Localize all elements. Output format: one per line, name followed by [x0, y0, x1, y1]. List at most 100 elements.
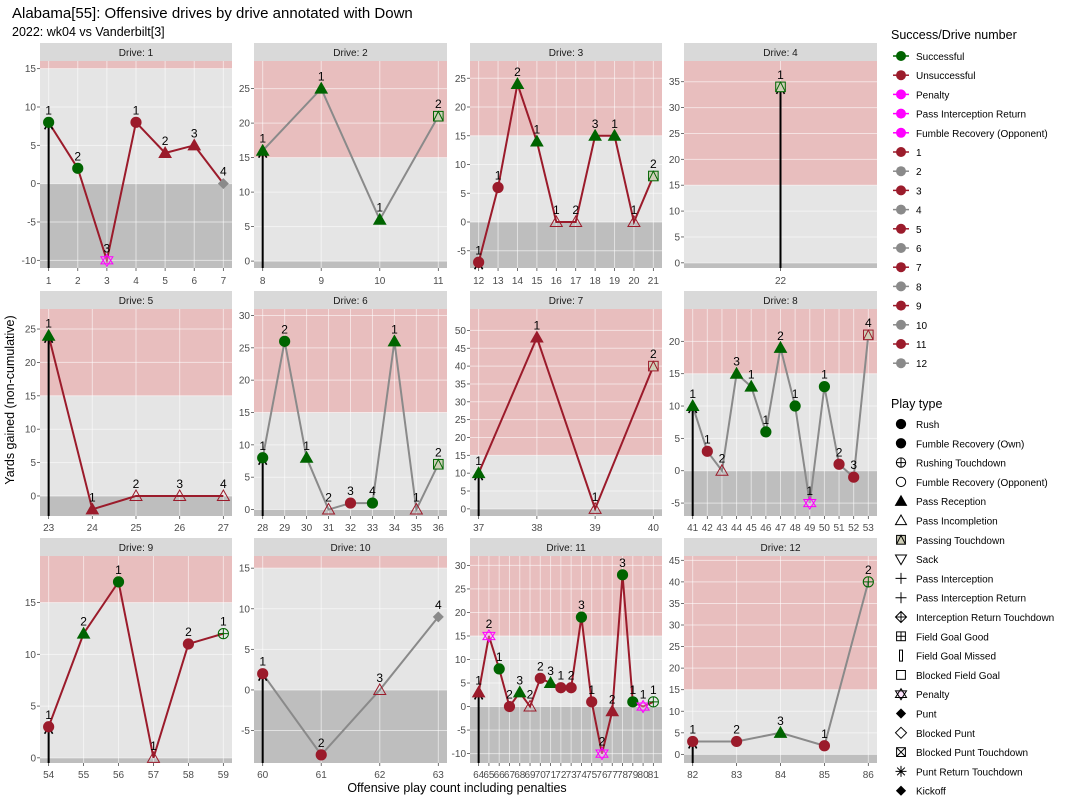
down-label: 1 — [133, 103, 140, 117]
legend-success-label: Penalty — [916, 90, 949, 101]
down-label: 3 — [376, 671, 383, 685]
x-axis-label: Offensive play count including penalties — [347, 781, 566, 795]
down-label: 1 — [763, 413, 770, 427]
x-tick-label: 32 — [345, 523, 357, 534]
legend-play-label: Pass Interception Return — [916, 594, 1026, 605]
y-tick-label: 0 — [460, 218, 466, 229]
play-marker — [409, 502, 424, 515]
legend-play-label: Blocked Field Goal — [916, 671, 1000, 682]
play-marker — [482, 629, 496, 643]
legend-success-item: Successful — [893, 51, 964, 63]
play-marker — [372, 682, 387, 695]
down-label: 2 — [568, 669, 575, 683]
down-label: 2 — [80, 615, 87, 629]
play-marker — [471, 685, 486, 698]
legend-play-item: Passing Touchdown — [896, 534, 1005, 547]
legend-success-label: 4 — [916, 206, 922, 217]
facet-strip-title: Drive: 7 — [549, 296, 584, 307]
y-tick-label: 10 — [669, 207, 681, 218]
y-tick-label: 5 — [674, 728, 680, 739]
facet-strip — [254, 538, 447, 556]
loss-zone-band — [40, 757, 232, 763]
legend-play-label: Rushing Touchdown — [916, 459, 1006, 470]
legend-play-key — [894, 554, 908, 566]
legend-success-label: 5 — [916, 225, 922, 236]
y-tick-label: 30 — [455, 561, 467, 572]
y-tick-label: 20 — [455, 433, 467, 444]
y-tick-label: 10 — [669, 402, 681, 413]
legend-success-item: Unsuccessful — [893, 70, 975, 82]
x-tick-label: 47 — [775, 523, 787, 534]
down-label: 3 — [619, 556, 626, 570]
down-label: 3 — [176, 477, 183, 491]
x-tick-label: 4 — [133, 276, 139, 287]
facet-strip-title: Drive: 4 — [763, 48, 798, 59]
play-marker — [530, 330, 544, 343]
legend-play-title: Play type — [891, 397, 942, 411]
legend-success-item: 10 — [893, 319, 928, 332]
down-label: 2 — [719, 452, 726, 466]
play-marker — [543, 676, 558, 689]
play-marker — [510, 76, 525, 89]
y-tick-label: 5 — [674, 232, 680, 243]
play-marker — [760, 426, 772, 438]
down-label: 2 — [527, 688, 534, 702]
legend-success-item: 12 — [893, 358, 928, 370]
down-label: 1 — [748, 368, 755, 382]
facet-strip-title: Drive: 9 — [119, 543, 154, 554]
x-tick-label: 54 — [43, 770, 55, 781]
x-tick-label: 33 — [367, 523, 379, 534]
x-tick-label: 6 — [191, 276, 197, 287]
legend-play-key — [894, 687, 908, 701]
y-tick-label: 25 — [239, 343, 251, 354]
legend-play-item: Sack — [894, 554, 939, 566]
y-tick-label: 35 — [455, 379, 467, 390]
x-tick-label: 2 — [75, 276, 81, 287]
down-label: 3 — [347, 484, 354, 498]
facet-strip-title: Drive: 2 — [333, 48, 368, 59]
drive-line — [477, 80, 655, 263]
legend-key-dot — [896, 108, 906, 119]
y-tick-label: 5 — [30, 702, 36, 713]
facet-drive-10: Drive: 10 -5 0 5 10 15 60 61 62 63 1 2 3 4 — [239, 538, 447, 781]
y-tick-label: -5 — [457, 726, 466, 737]
legend-success-label: 3 — [916, 186, 922, 197]
down-label: 3 — [592, 117, 599, 131]
y-tick-label: 25 — [239, 84, 251, 95]
drive-line — [261, 616, 440, 757]
down-label: 1 — [259, 132, 266, 146]
x-tick-label: 40 — [648, 523, 660, 534]
play-marker — [789, 400, 801, 412]
play-marker — [158, 145, 172, 158]
x-tick-label: 43 — [716, 523, 728, 534]
x-tick-label: 46 — [760, 523, 772, 534]
down-label: 1 — [689, 722, 696, 736]
down-label: 1 — [704, 432, 711, 446]
facet-strip-title: Drive: 8 — [763, 296, 798, 307]
drive-line — [47, 579, 224, 759]
x-tick-label: 60 — [257, 770, 269, 781]
legend-play-item: Kickoff — [895, 785, 946, 798]
legend-play-label: Kickoff — [916, 787, 946, 798]
legend-play-key — [894, 726, 908, 740]
y-tick-label: 10 — [25, 103, 37, 114]
legend-play-item: Field Goal Missed — [899, 649, 996, 663]
legend-success-item: Penalty — [893, 89, 949, 101]
y-tick-label: 15 — [669, 685, 681, 696]
legend-key-dot — [896, 147, 906, 157]
down-label: 1 — [806, 484, 813, 498]
play-marker — [255, 143, 270, 156]
red-zone-band — [470, 61, 662, 136]
play-marker — [279, 335, 291, 347]
y-tick-label: 45 — [669, 556, 681, 567]
play-marker — [523, 699, 537, 712]
facet-strip-title: Drive: 5 — [119, 296, 154, 307]
down-label: 1 — [611, 117, 618, 131]
x-tick-label: 78 — [617, 770, 629, 781]
down-label: 1 — [220, 615, 227, 629]
legend-play-item: Interception Return Touchdown — [894, 610, 1054, 624]
x-tick-label: 74 — [576, 770, 588, 781]
facet-strip — [470, 538, 662, 556]
legend-play-label: Penalty — [916, 690, 949, 701]
